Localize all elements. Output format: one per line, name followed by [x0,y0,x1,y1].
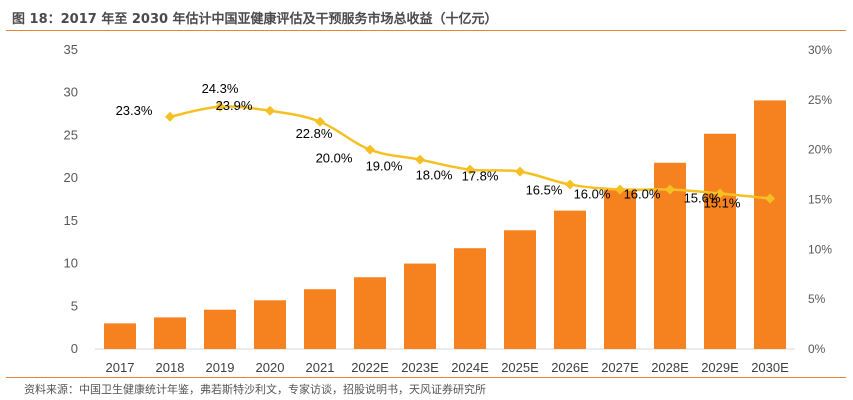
y-tick-label: 20 [64,170,78,185]
y2-tick-label: 5% [808,292,826,306]
y2-tick-label: 0% [808,342,826,356]
data-label: 16.0% [624,187,661,202]
y-tick-label: 25 [64,127,78,142]
data-label: 16.0% [574,187,611,202]
line-marker [315,116,325,127]
y-tick-label: 5 [71,298,78,313]
line-marker [715,188,725,199]
x-tick-label: 2030E [751,360,789,375]
x-tick-label: 2020 [256,360,285,375]
source-note: 资料来源：中国卫生健康统计年鉴，弗若斯特沙利文，专家访谈，招股说明书，天风证券研… [24,383,486,396]
line-marker [765,193,775,204]
bar [104,323,136,349]
line-marker [615,184,625,195]
bar [754,100,786,349]
line-marker [415,154,425,165]
line-marker [665,184,675,195]
y-tick-label: 35 [64,42,78,57]
x-tick-label: 2024E [451,360,489,375]
x-tick-label: 2019 [206,360,235,375]
line-marker [565,179,575,190]
x-tick-label: 2017 [106,360,135,375]
y-tick-label: 0 [71,341,78,356]
line-marker [265,105,275,116]
x-tick-label: 2025E [501,360,539,375]
y-tick-label: 30 [64,85,78,100]
data-label: 15.1% [704,196,741,211]
bar [604,188,636,349]
line-marker [365,144,375,155]
x-tick-label: 2028E [651,360,689,375]
bar [404,263,436,349]
y2-tick-label: 10% [808,242,832,256]
data-label: 23.9% [216,98,253,113]
y2-tick-label: 20% [808,143,832,157]
data-label: 22.8% [296,126,333,141]
bar [154,317,186,349]
line-marker [465,164,475,175]
chart-title: 图 18：2017 年至 2030 年估计中国亚健康评估及干预服务市场总收益（十… [12,12,498,27]
y-tick-label: 15 [64,213,78,228]
x-tick-label: 2026E [551,360,589,375]
bar [254,300,286,349]
y2-tick-label: 15% [808,193,832,207]
data-label: 15.6% [684,191,721,206]
x-tick-label: 2029E [701,360,739,375]
line-marker [215,101,225,112]
x-tick-label: 2021 [306,360,335,375]
line-marker [165,111,175,122]
chart: 0 5 10 15 20 25 30 35 0% 5% 10% 15% 20% 25% 30% 2017 201… [64,42,833,375]
bar [454,248,486,349]
footer-divider [6,377,846,378]
bar [704,133,736,349]
bar [504,230,536,349]
data-label: 18.0% [416,168,453,183]
y2-tick-label: 30% [808,43,832,57]
data-label: 23.3% [116,103,153,118]
data-label: 19.0% [366,159,403,174]
title-bar: 图 18：2017 年至 2030 年估计中国亚健康评估及干预服务市场总收益（十… [6,8,846,31]
x-tick-label: 2023E [401,360,439,375]
data-label: 24.3% [202,81,239,96]
bar [304,289,336,349]
y2-tick-label: 25% [808,93,832,107]
data-label: 16.5% [526,183,563,198]
data-label: 17.8% [462,169,499,184]
x-tick-label: 2018 [156,360,185,375]
bar [354,277,386,349]
line-marker [515,166,525,177]
y-tick-label: 10 [64,256,78,271]
data-label: 20.0% [316,151,353,166]
bar [554,210,586,349]
x-tick-label: 2027E [601,360,639,375]
x-tick-label: 2022E [351,360,389,375]
bar [204,309,236,349]
